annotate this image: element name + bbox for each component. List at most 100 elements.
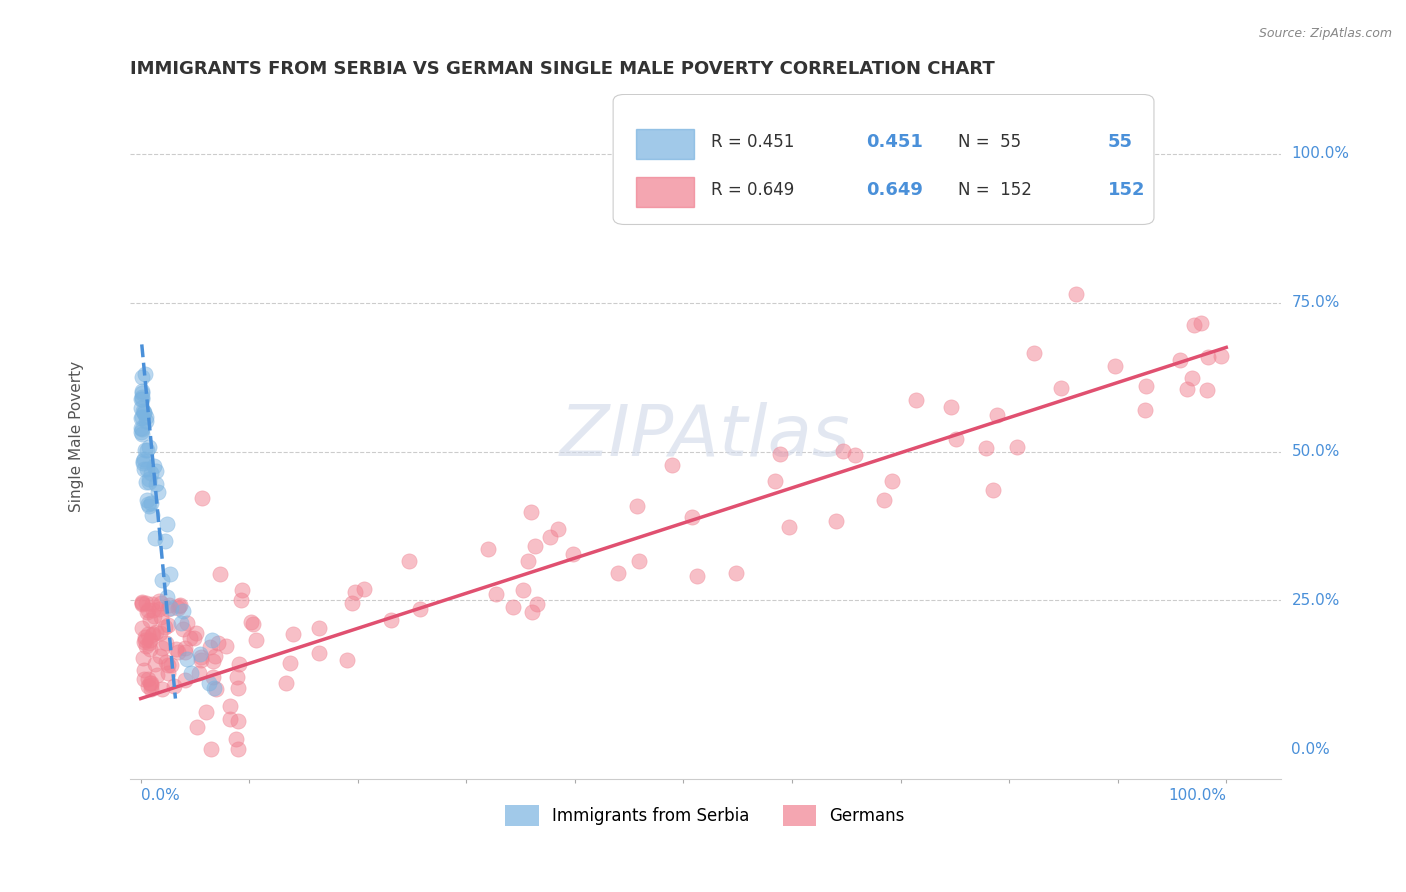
Point bbox=[153, 533, 176, 548]
Point bbox=[208, 566, 231, 581]
Point bbox=[165, 642, 187, 657]
Point bbox=[194, 705, 217, 719]
Point bbox=[143, 609, 166, 624]
Point bbox=[132, 406, 155, 420]
Point bbox=[205, 681, 228, 696]
Point bbox=[136, 462, 159, 476]
Point bbox=[141, 681, 163, 696]
Point bbox=[681, 509, 703, 524]
Point bbox=[146, 484, 169, 499]
Point bbox=[156, 590, 179, 604]
Point bbox=[522, 605, 544, 619]
Point bbox=[226, 681, 249, 695]
Point bbox=[240, 615, 263, 630]
Point bbox=[628, 554, 651, 568]
Point bbox=[139, 633, 162, 648]
Point bbox=[176, 615, 198, 630]
Point bbox=[226, 670, 249, 684]
Point bbox=[512, 583, 534, 598]
Point bbox=[149, 626, 172, 640]
Point bbox=[131, 384, 153, 398]
Text: ZIPAtlas: ZIPAtlas bbox=[560, 402, 851, 471]
Point bbox=[138, 499, 160, 513]
Point bbox=[148, 594, 170, 608]
Point bbox=[485, 587, 508, 601]
Point bbox=[169, 598, 191, 612]
Point bbox=[226, 741, 249, 756]
Point bbox=[526, 597, 548, 611]
Point bbox=[342, 596, 364, 610]
Point bbox=[135, 475, 157, 489]
Point bbox=[198, 640, 221, 655]
Point bbox=[278, 656, 301, 670]
Point bbox=[477, 541, 499, 556]
Legend: Immigrants from Serbia, Germans: Immigrants from Serbia, Germans bbox=[499, 798, 911, 832]
Point bbox=[398, 554, 420, 568]
Point bbox=[844, 448, 866, 462]
Point bbox=[131, 409, 153, 424]
Point bbox=[190, 652, 212, 666]
Point bbox=[138, 472, 160, 486]
Point bbox=[136, 626, 159, 640]
Point bbox=[562, 547, 585, 561]
Point bbox=[176, 651, 198, 665]
Point bbox=[242, 617, 264, 632]
Point bbox=[1197, 351, 1219, 365]
Point bbox=[825, 514, 848, 528]
Point bbox=[974, 441, 997, 455]
Point bbox=[186, 720, 208, 734]
Point bbox=[1189, 316, 1212, 330]
Point bbox=[131, 392, 153, 407]
Point bbox=[134, 663, 156, 677]
Point bbox=[135, 639, 157, 653]
Point bbox=[156, 665, 179, 680]
Text: 0.0%: 0.0% bbox=[141, 788, 180, 803]
Point bbox=[138, 642, 160, 657]
Point bbox=[134, 443, 156, 458]
Point bbox=[155, 655, 177, 669]
Point bbox=[1022, 345, 1045, 359]
Point bbox=[145, 464, 167, 478]
Point bbox=[945, 433, 967, 447]
Text: 100.0%: 100.0% bbox=[1291, 146, 1350, 161]
Point bbox=[139, 678, 162, 692]
Point bbox=[160, 601, 183, 615]
Point bbox=[1175, 383, 1198, 397]
Point bbox=[135, 442, 157, 457]
Text: 152: 152 bbox=[1108, 181, 1146, 199]
Point bbox=[200, 741, 222, 756]
Text: R = 0.451: R = 0.451 bbox=[711, 133, 794, 152]
Point bbox=[160, 657, 183, 672]
Point bbox=[150, 681, 173, 696]
Point bbox=[1050, 381, 1073, 395]
Point bbox=[986, 409, 1008, 423]
Point bbox=[148, 602, 170, 616]
Text: N =  152: N = 152 bbox=[959, 181, 1032, 199]
Point bbox=[981, 483, 1004, 497]
Point bbox=[139, 467, 162, 481]
Point bbox=[138, 475, 160, 490]
Point bbox=[308, 621, 330, 635]
Point bbox=[131, 370, 153, 384]
Text: 25.0%: 25.0% bbox=[1291, 593, 1340, 607]
Point bbox=[149, 610, 172, 624]
Point bbox=[336, 653, 359, 667]
Point bbox=[145, 476, 167, 491]
Point bbox=[207, 636, 229, 650]
Point bbox=[131, 386, 153, 401]
Point bbox=[150, 573, 173, 587]
Point bbox=[661, 458, 683, 472]
Point bbox=[1064, 287, 1087, 301]
Point bbox=[150, 641, 173, 656]
Point bbox=[132, 451, 155, 466]
Point bbox=[778, 520, 800, 534]
Point bbox=[159, 598, 181, 612]
Point bbox=[190, 650, 212, 665]
Point bbox=[231, 583, 253, 598]
Point bbox=[153, 620, 176, 634]
Point bbox=[141, 508, 163, 522]
Point bbox=[344, 585, 367, 599]
Text: N =  55: N = 55 bbox=[959, 133, 1022, 152]
Point bbox=[204, 649, 226, 664]
Point bbox=[225, 731, 247, 746]
